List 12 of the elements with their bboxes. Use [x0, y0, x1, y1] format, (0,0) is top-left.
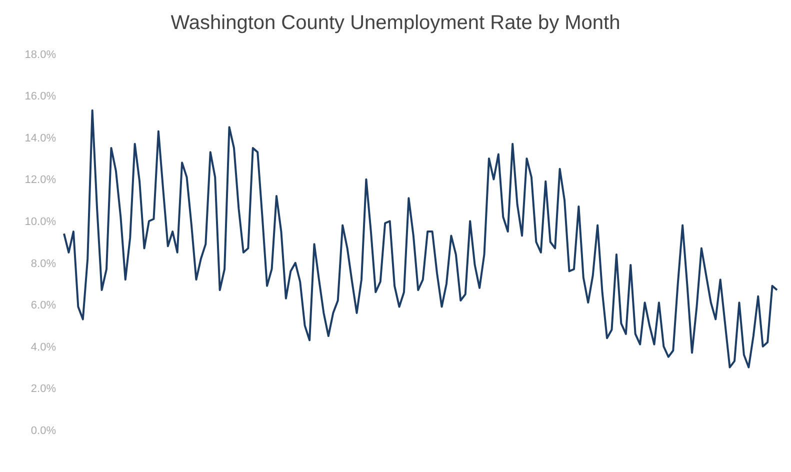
y-tick-label: 4.0% — [30, 341, 56, 354]
y-tick-label: 10.0% — [24, 216, 56, 228]
line-series — [63, 109, 778, 368]
y-tick-label: 14.0% — [24, 132, 56, 144]
chart-title: Washington County Unemployment Rate by Month — [170, 11, 622, 36]
y-tick-label: 18.0% — [24, 48, 56, 61]
y-tick-label: 8.0% — [30, 258, 56, 270]
y-tick-label: 12.0% — [24, 174, 56, 186]
y-tick-label: 0.0% — [30, 424, 56, 437]
y-tick-label: 2.0% — [30, 383, 56, 396]
y-tick-label: 6.0% — [30, 300, 56, 312]
y-tick-label: 16.0% — [24, 90, 56, 103]
